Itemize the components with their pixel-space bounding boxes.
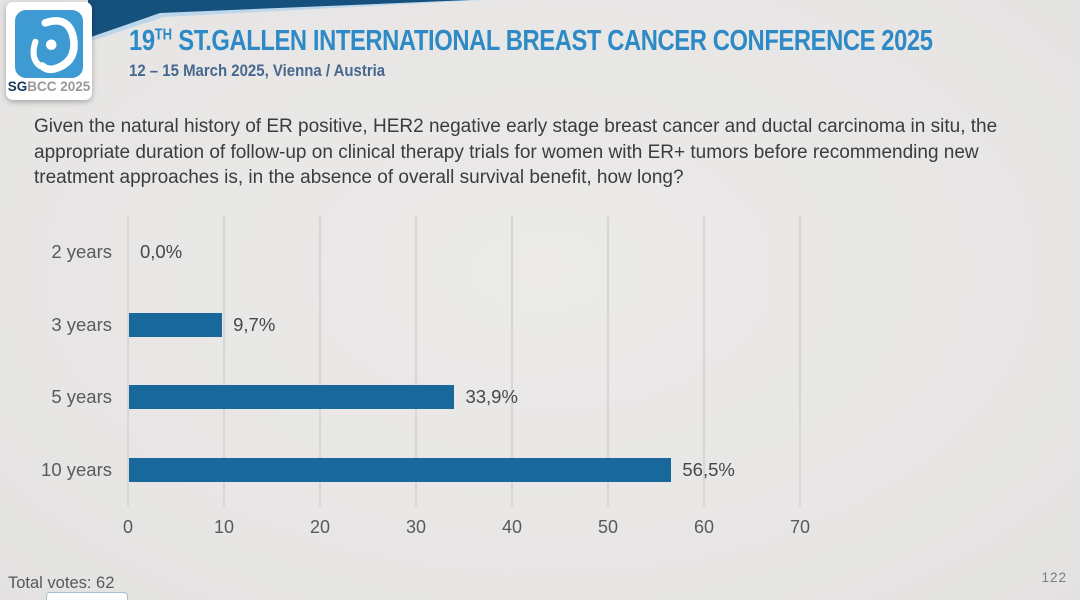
x-axis-tick-label: 70 [789, 517, 811, 537]
category-label: 5 years [51, 386, 112, 408]
chart-gridline [127, 216, 129, 506]
bar [129, 385, 455, 410]
x-axis-tick-label: 30 [405, 517, 427, 537]
chart-gridline [703, 216, 705, 506]
x-axis-tick-label: 10 [213, 517, 235, 537]
value-label: 56,5% [682, 458, 735, 480]
conference-subtitle: 12 – 15 March 2025, Vienna / Austria [129, 61, 386, 80]
title-superscript: TH [154, 26, 173, 44]
chart-gridline [415, 216, 417, 506]
poll-question: Given the natural history of ER positive… [34, 116, 998, 188]
x-axis-tick-label: 60 [693, 517, 715, 537]
value-label: 0,0% [140, 241, 183, 263]
sgbcc-logo-card: SGBCC 2025 [6, 2, 92, 100]
cutoff-widget-box [46, 592, 128, 600]
logo-caption-bold: SG [7, 79, 28, 94]
value-label: 33,9% [465, 386, 518, 408]
x-axis-tick-label: 20 [309, 517, 331, 537]
chart-gridline [607, 216, 609, 506]
chart-gridline [799, 216, 801, 506]
x-axis-tick-label: 0 [122, 517, 133, 537]
logo-caption-rest: BCC 2025 [27, 79, 91, 94]
x-axis-tick-label: 40 [501, 517, 523, 537]
sgbcc-breast-logo-icon [15, 10, 83, 78]
category-label: 10 years [41, 458, 112, 480]
category-label: 2 years [51, 241, 112, 263]
value-label: 9,7% [233, 313, 276, 335]
x-axis-tick-label: 50 [597, 517, 619, 537]
title-rest: ST.GALLEN INTERNATIONAL BREAST CANCER CO… [172, 25, 933, 57]
title-prefix: 19 [129, 25, 155, 57]
bar [129, 312, 223, 337]
category-label: 3 years [51, 313, 112, 335]
chart-gridline [511, 216, 513, 506]
bar [129, 457, 672, 482]
page-number: 122 [1041, 570, 1067, 585]
conference-title: 19TH ST.GALLEN INTERNATIONAL BREAST CANC… [129, 25, 933, 58]
chart-gridline [223, 216, 225, 506]
sgbcc-logo-caption: SGBCC 2025 [6, 79, 92, 94]
slide-header: 19TH ST.GALLEN INTERNATIONAL BREAST CANC… [129, 25, 1080, 81]
chart-gridline [319, 216, 321, 506]
total-votes-label: Total votes: 62 [8, 574, 115, 592]
